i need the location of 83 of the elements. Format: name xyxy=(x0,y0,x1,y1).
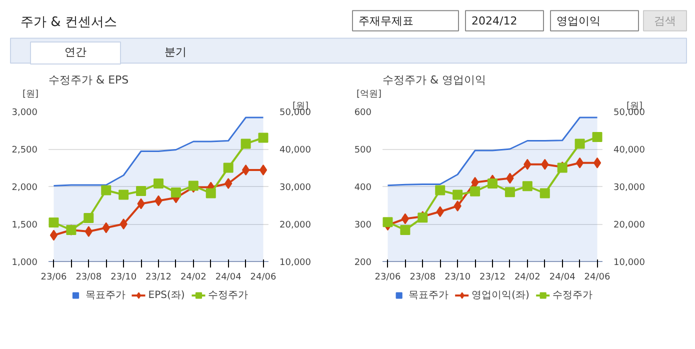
legend-label: 수정주가 xyxy=(552,289,592,302)
y-tick-label: 3,000 xyxy=(12,108,38,118)
chart-title: 수정주가 & EPS xyxy=(48,74,129,86)
y-tick-label: 1,000 xyxy=(12,258,38,268)
y-axis-title: [원] xyxy=(22,90,39,100)
x-tick-label: 24/02 xyxy=(180,272,206,282)
y2-tick-label: 30,000 xyxy=(614,183,646,193)
point xyxy=(136,186,146,196)
point xyxy=(118,190,129,200)
y-tick-label: 200 xyxy=(354,258,372,268)
point xyxy=(120,218,128,230)
point xyxy=(84,213,94,223)
point xyxy=(400,225,410,235)
y2-tick-label: 30,000 xyxy=(280,183,312,193)
text: 주재무제표 xyxy=(358,14,414,28)
point xyxy=(382,217,393,228)
y-tick-label: 600 xyxy=(354,108,372,118)
point xyxy=(592,132,602,142)
point xyxy=(206,188,216,198)
point xyxy=(224,178,232,189)
x-tick-label: 23/10 xyxy=(444,272,471,282)
point xyxy=(488,178,498,188)
point xyxy=(574,138,585,149)
point xyxy=(240,138,251,149)
y-tick-label: 1,500 xyxy=(12,220,38,230)
text: 2024/12 xyxy=(472,14,518,28)
legend-label: EPS(좌) xyxy=(148,289,185,302)
point xyxy=(435,185,446,196)
point xyxy=(258,132,268,143)
point xyxy=(170,188,181,198)
point xyxy=(522,181,532,192)
legend-label: 영업이익(좌) xyxy=(472,289,530,302)
legend-label: 목표주가 xyxy=(408,289,449,302)
y2-tick-label: 50,000 xyxy=(614,108,646,118)
x-tick-label: 23/06 xyxy=(40,272,67,282)
x-tick-label: 23/12 xyxy=(146,272,172,282)
point xyxy=(576,157,584,168)
x-tick-label: 24/06 xyxy=(584,272,611,282)
chart-title: 수정주가 & 영업이익 xyxy=(382,74,486,86)
y-tick-label: 300 xyxy=(354,220,372,230)
y2-tick-label: 10,000 xyxy=(280,258,312,268)
x-tick-label: 23/10 xyxy=(110,272,137,282)
x-tick-label: 24/04 xyxy=(215,272,242,282)
point xyxy=(154,178,164,188)
legend-label: 수정주가 xyxy=(208,289,248,302)
point xyxy=(470,186,480,196)
y2-tick-label: 40,000 xyxy=(280,146,312,156)
text: 주가 & 컨센서스 xyxy=(20,15,117,30)
y-tick-label: 400 xyxy=(354,183,372,193)
x-tick-label: 23/06 xyxy=(374,272,401,282)
x-tick-label: 24/06 xyxy=(250,272,277,282)
x-tick-label: 24/02 xyxy=(514,272,540,282)
point xyxy=(593,157,602,168)
y-tick-label: 2,500 xyxy=(12,146,38,156)
point xyxy=(48,218,59,228)
y2-tick-label: 20,000 xyxy=(614,220,646,230)
point xyxy=(50,230,58,241)
y-tick-label: 2,000 xyxy=(12,183,38,193)
y2-tick-label: 50,000 xyxy=(280,108,312,118)
point xyxy=(540,188,550,198)
point xyxy=(401,213,410,224)
x-tick-label: 23/08 xyxy=(410,272,436,282)
point xyxy=(454,200,462,212)
point xyxy=(504,187,515,198)
x-tick-label: 23/08 xyxy=(76,272,102,282)
point xyxy=(223,162,234,173)
text: 연간 xyxy=(64,46,86,59)
y-tick-label: 500 xyxy=(354,146,372,156)
text: 분기 xyxy=(164,46,186,59)
y2-tick-label: 40,000 xyxy=(614,146,646,156)
point xyxy=(242,164,250,176)
y-axis-title: [억원] xyxy=(356,90,382,100)
point xyxy=(101,185,112,196)
point xyxy=(84,226,92,237)
text: 영업이익 xyxy=(556,14,600,28)
text: 검색 xyxy=(654,14,676,28)
legend-label: 목표주가 xyxy=(85,289,126,302)
point xyxy=(259,164,268,176)
point xyxy=(452,190,463,200)
x-tick-label: 23/12 xyxy=(480,272,506,282)
x-tick-label: 24/04 xyxy=(549,272,576,282)
y2-tick-label: 10,000 xyxy=(614,258,646,268)
y2-tick-label: 20,000 xyxy=(280,220,312,230)
